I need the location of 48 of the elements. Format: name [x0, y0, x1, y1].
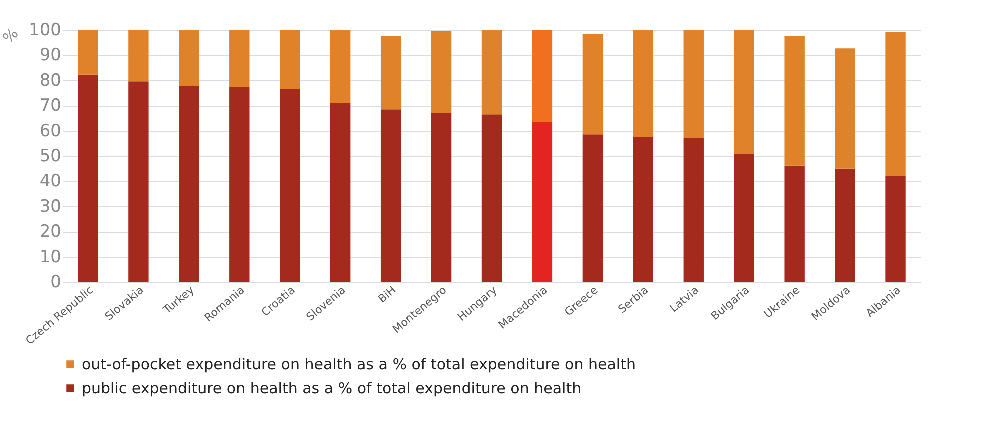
y-tick-label: 90 [40, 46, 62, 66]
y-tick-label: 20 [40, 222, 62, 242]
bar [582, 134, 604, 282]
bar [582, 34, 604, 135]
bar [330, 103, 351, 282]
bar [128, 30, 149, 82]
bar [380, 110, 402, 282]
bar [734, 30, 754, 154]
y-tick-label: 60 [40, 121, 62, 142]
bar [78, 74, 98, 282]
y-tick-label: 30 [40, 196, 62, 217]
y-tick-label: 50 [40, 146, 62, 166]
bar [684, 138, 704, 282]
bar [482, 30, 502, 115]
bar [633, 137, 654, 282]
bar [431, 31, 452, 114]
bar [835, 48, 856, 169]
bar [835, 168, 856, 282]
bar [684, 30, 704, 138]
bar [482, 114, 502, 282]
bar [128, 82, 149, 282]
legend-label: public expenditure on health as a % of total expenditure on health [82, 380, 582, 398]
bar [784, 166, 805, 282]
legend-label: out-of-pocket expenditure on health as a % of total expenditure on health [82, 356, 636, 374]
bar [886, 176, 906, 282]
bar [431, 113, 452, 282]
bar [280, 88, 300, 282]
bar [633, 30, 654, 138]
bar [78, 30, 98, 75]
y-tick-label: 0 [50, 272, 62, 292]
y-tick-label: 10 [40, 247, 62, 268]
y-tick-label: 40 [40, 172, 62, 192]
bar [532, 30, 553, 122]
bar [230, 30, 250, 88]
y-tick-label: 80 [40, 70, 62, 91]
bar [734, 154, 754, 282]
bar [886, 32, 906, 176]
y-tick-label: 70 [40, 96, 62, 116]
bar [532, 122, 553, 282]
y-tick-label: 100 [29, 20, 62, 40]
bar [330, 30, 351, 104]
bar [280, 30, 300, 89]
bar [179, 30, 200, 86]
y-axis-title: % [0, 24, 22, 48]
bar [230, 87, 250, 282]
bar [784, 36, 805, 166]
bar [179, 86, 200, 282]
bar [380, 36, 402, 110]
